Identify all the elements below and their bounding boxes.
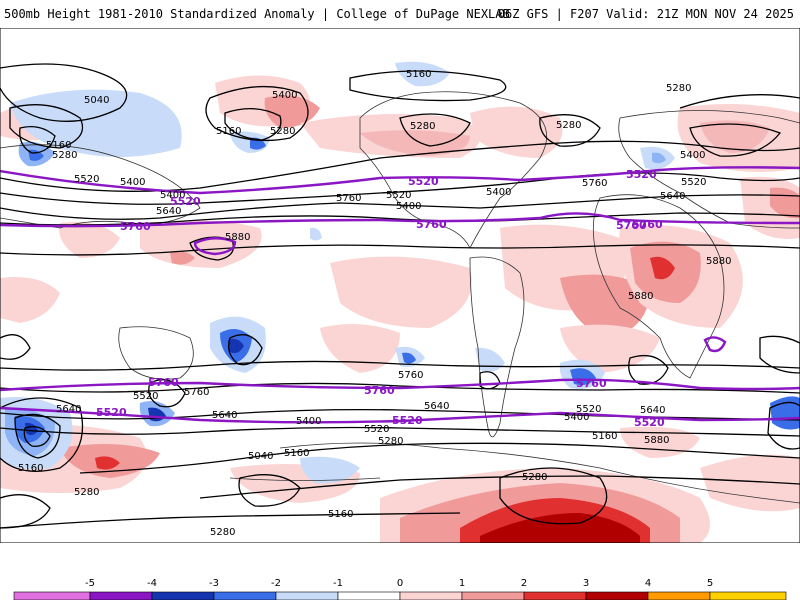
contour-label: 5280 bbox=[522, 472, 547, 483]
colorbar-swatch bbox=[213, 591, 277, 601]
run-info: 06Z GFS | F207 Valid: 21Z MON NOV 24 202… bbox=[497, 7, 794, 21]
contour-label: 5640 bbox=[212, 410, 237, 421]
highlight-label: 5760 bbox=[632, 218, 663, 231]
contour-label: 5400 bbox=[120, 177, 145, 188]
contour-label: 5160 bbox=[592, 431, 617, 442]
contour-label: 5280 bbox=[270, 126, 295, 137]
colorbar-ticks: -5 -4 -3 -2 -1 0 1 2 3 4 5 bbox=[85, 578, 713, 589]
contour-label: 5640 bbox=[56, 404, 81, 415]
colorbar-tick-label: -1 bbox=[333, 578, 343, 589]
contour-label: 5280 bbox=[210, 527, 235, 538]
highlight-label: 5520 bbox=[392, 414, 423, 427]
colorbar-tick-label: 2 bbox=[521, 578, 527, 589]
contour-label: 5280 bbox=[556, 120, 581, 131]
contour-label: 5640 bbox=[660, 191, 685, 202]
highlight-label: 5520 bbox=[626, 168, 657, 181]
contour-label: 5520 bbox=[133, 391, 158, 402]
contour-label: 5640 bbox=[640, 405, 665, 416]
colorbar-tick-label: 1 bbox=[459, 578, 465, 589]
header: 500mb Height 1981-2010 Standardized Anom… bbox=[0, 0, 800, 28]
highlight-label: 5760 bbox=[616, 219, 647, 232]
contour-label: 5400 bbox=[296, 416, 321, 427]
colorbar-svg: -5 -4 -3 -2 -1 0 1 2 3 4 5 bbox=[13, 578, 787, 601]
highlight-label: 5760 bbox=[364, 384, 395, 397]
contour-labels: 5160 5040 5400 5160 5280 5160 5280 5400 … bbox=[18, 69, 731, 538]
highlight-label: 5760 bbox=[416, 218, 447, 231]
contour-label: 5040 bbox=[248, 451, 273, 462]
highlight-label: 5760 bbox=[576, 377, 607, 390]
contour-label: 5280 bbox=[410, 121, 435, 132]
contour-label: 5160 bbox=[284, 448, 309, 459]
contour-label: 5400 bbox=[160, 190, 185, 201]
colorbar-tick-label: -3 bbox=[209, 578, 219, 589]
highlight-label: 5520 bbox=[408, 175, 439, 188]
contour-label: 5760 bbox=[398, 370, 423, 381]
colorbar-swatch bbox=[585, 591, 649, 601]
contour-label: 5880 bbox=[706, 256, 731, 267]
contour-label: 5400 bbox=[564, 412, 589, 423]
map-panel: 5160 5040 5400 5160 5280 5160 5280 5400 … bbox=[0, 28, 800, 543]
contour-label: 5640 bbox=[156, 206, 181, 217]
contour-label: 5760 bbox=[582, 178, 607, 189]
highlight-label: 5520 bbox=[634, 416, 665, 429]
contour-label: 5880 bbox=[628, 291, 653, 302]
colorbar-swatch bbox=[151, 591, 215, 601]
contour-label: 5520 bbox=[681, 177, 706, 188]
contour-label: 5400 bbox=[486, 187, 511, 198]
map-canvas: 5160 5040 5400 5160 5280 5160 5280 5400 … bbox=[0, 28, 800, 543]
colorbar-swatch bbox=[337, 591, 401, 601]
map-title: 500mb Height 1981-2010 Standardized Anom… bbox=[4, 7, 510, 21]
colorbar-swatch bbox=[399, 591, 463, 601]
contour-label: 5280 bbox=[378, 436, 403, 447]
colorbar-swatch bbox=[89, 591, 153, 601]
colorbar-swatches bbox=[13, 591, 787, 601]
contour-label: 5160 bbox=[46, 140, 71, 151]
legend-colorbar: -5 -4 -3 -2 -1 0 1 2 3 4 5 bbox=[0, 570, 800, 601]
colorbar-swatch bbox=[709, 591, 787, 601]
colorbar-tick-label: -2 bbox=[271, 578, 281, 589]
colorbar-tick-label: 4 bbox=[645, 578, 651, 589]
highlight-label: 5520 bbox=[170, 195, 201, 208]
contour-label: 5160 bbox=[18, 463, 43, 474]
colorbar-swatch bbox=[275, 591, 339, 601]
contour-label: 5760 bbox=[336, 193, 361, 204]
highlight-labels: 5520 5520 5760 5760 5760 5520 5760 5520 … bbox=[96, 168, 665, 429]
contour-label: 5880 bbox=[225, 232, 250, 243]
contour-label: 5760 bbox=[184, 387, 209, 398]
contour-label: 5280 bbox=[666, 83, 691, 94]
contour-label: 5880 bbox=[644, 435, 669, 446]
contour-label: 5520 bbox=[364, 424, 389, 435]
contour-label: 5400 bbox=[680, 150, 705, 161]
highlight-label: 5760 bbox=[148, 376, 179, 389]
contour-label: 5520 bbox=[576, 404, 601, 415]
contour-label: 5160 bbox=[216, 126, 241, 137]
contour-label: 5640 bbox=[424, 401, 449, 412]
contour-label: 5520 bbox=[386, 190, 411, 201]
colorbar-tick-label: 0 bbox=[397, 578, 403, 589]
highlight-label: 5760 bbox=[120, 220, 151, 233]
contour-label: 5160 bbox=[406, 69, 431, 80]
colorbar-tick-label: -4 bbox=[147, 578, 157, 589]
contour-label: 5040 bbox=[84, 95, 109, 106]
highlight-label: 5520 bbox=[96, 406, 127, 419]
colorbar-tick-label: -5 bbox=[85, 578, 95, 589]
contour-label: 5400 bbox=[272, 90, 297, 101]
colorbar-swatch bbox=[523, 591, 587, 601]
contour-label: 5280 bbox=[52, 150, 77, 161]
colorbar-tick-label: 3 bbox=[583, 578, 589, 589]
colorbar-tick-label: 5 bbox=[707, 578, 713, 589]
colorbar-swatch bbox=[13, 591, 91, 601]
highlight-contours bbox=[0, 166, 800, 424]
contour-label: 5160 bbox=[328, 509, 353, 520]
colorbar-swatch bbox=[461, 591, 525, 601]
colorbar-swatch bbox=[647, 591, 711, 601]
contour-label: 5400 bbox=[396, 201, 421, 212]
contour-label: 5520 bbox=[74, 174, 99, 185]
contour-label: 5280 bbox=[74, 487, 99, 498]
